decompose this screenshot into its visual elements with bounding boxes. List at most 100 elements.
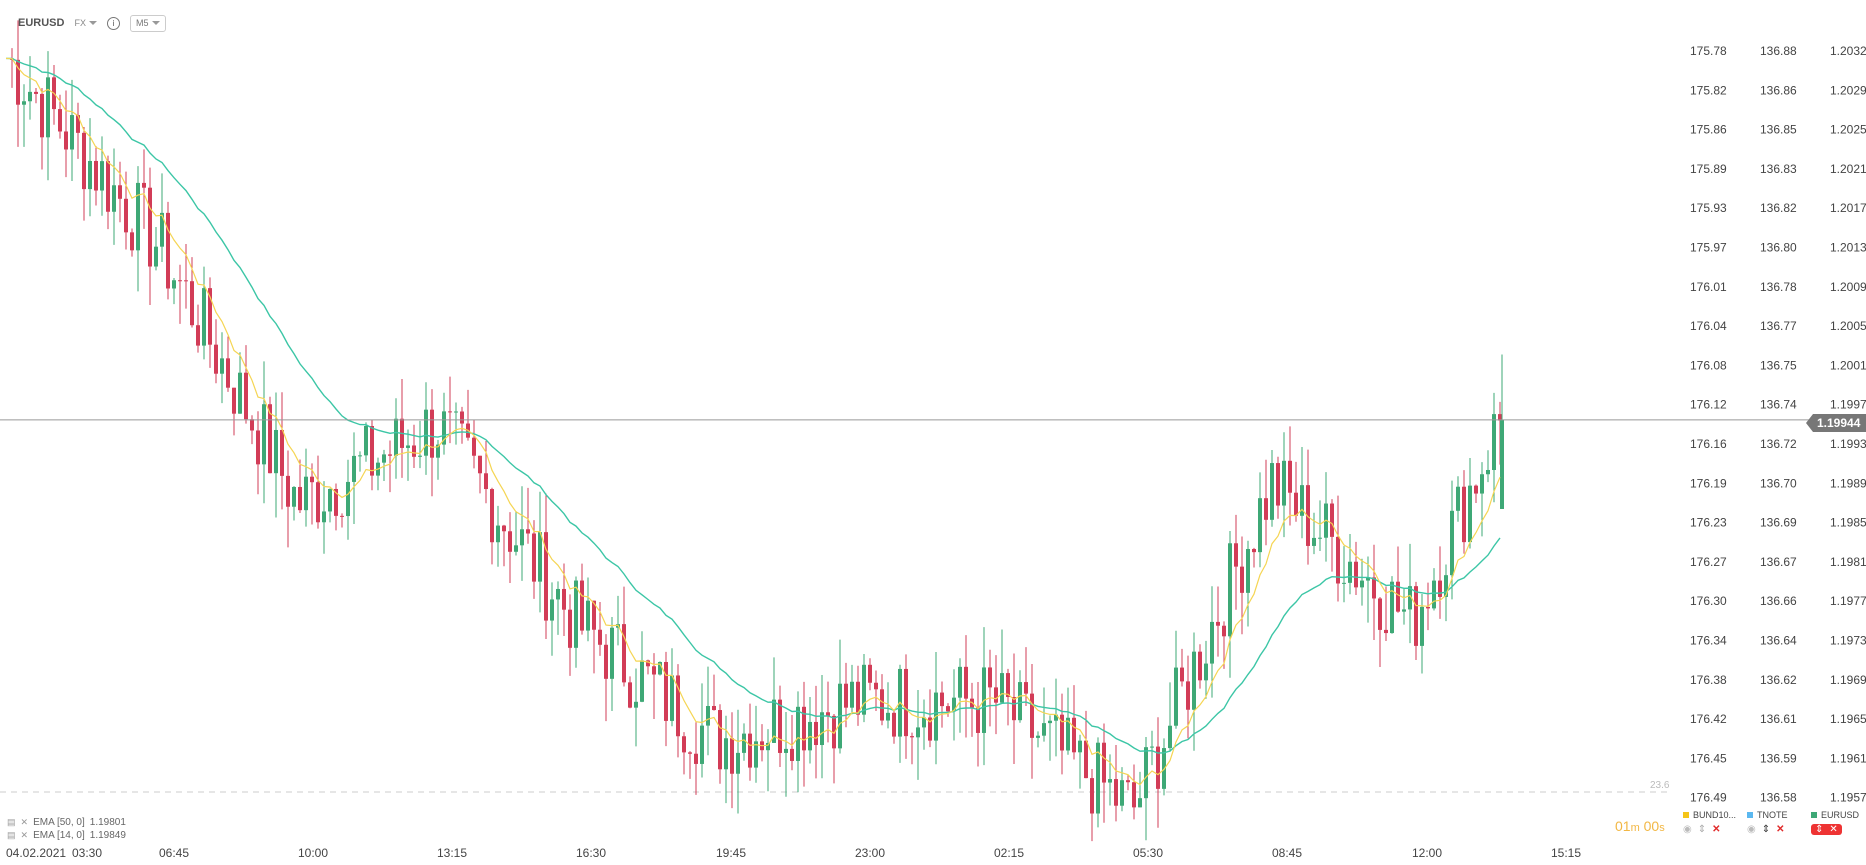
instrument-tabs: BUND10... ◉ ⇕ ✕ TNOTE ◉ ⇕ ✕ EURUSD ⇕ ✕ [1683,810,1866,835]
candle-body [352,455,356,482]
active-instrument-controls[interactable]: ⇕ ✕ [1811,824,1842,835]
candle-body [994,687,998,703]
price-axis-tick: 136.85 [1760,123,1797,137]
candle-body [412,445,416,457]
timer-seconds: 00 [1643,818,1660,834]
instrument-tab-eurusd[interactable]: EURUSD ⇕ ✕ [1811,810,1866,835]
reorder-icon[interactable]: ⇕ [1697,824,1707,835]
candle-body [46,77,50,138]
candle-body [394,418,398,456]
instrument-tab-tnote[interactable]: TNOTE ◉ ⇕ ✕ [1747,810,1805,835]
close-icon[interactable]: ✕ [1829,824,1838,835]
candle-body [880,689,884,721]
time-axis-tick: 10:00 [298,846,328,860]
candle-body [436,444,440,458]
price-axis-tick: 136.69 [1760,516,1797,530]
candle-body [1282,460,1286,506]
candle-body [142,182,146,188]
candle-body [1174,667,1178,726]
candle-body [202,288,206,346]
settings-icon[interactable]: ▤ [7,830,16,840]
candle-body [580,580,584,631]
market-label: FX [74,18,86,28]
price-axis-tick: 136.59 [1760,751,1797,765]
candle-body [1192,651,1196,710]
close-icon[interactable]: ✕ [1776,824,1785,835]
candle-body [1438,580,1442,597]
candle-body [712,705,716,711]
candle-body [238,372,242,414]
price-axis-tick: 1.20250 [1830,123,1866,137]
time-axis-tick: 15:15 [1551,846,1581,860]
candle-body [226,358,230,388]
close-icon[interactable]: ✕ [20,830,29,840]
price-axis-tick: 175.89 [1690,162,1727,176]
candle-body [520,529,524,546]
candle-body [1276,463,1280,506]
candle-body [526,529,530,534]
reorder-icon[interactable]: ⇕ [1761,824,1771,835]
reorder-icon[interactable]: ⇕ [1815,824,1824,835]
candle-body [748,733,752,768]
candle-body [568,609,572,648]
candle-body [1216,621,1220,626]
symbol-label[interactable]: EURUSD [18,17,65,29]
indicator-row-ema50[interactable]: ▤ ✕ EMA [50, 0] 1.19801 [7,816,126,829]
time-axis-tick: 12:00 [1412,846,1442,860]
candle-body [1456,486,1460,511]
instrument-tab-bund[interactable]: BUND10... ◉ ⇕ ✕ [1683,810,1741,835]
candle-body [1084,740,1088,779]
price-axis-tick: 1.19619 [1830,751,1866,765]
candle-body [1336,536,1340,584]
candle-body [1198,651,1202,681]
eye-icon[interactable]: ◉ [1683,824,1692,835]
settings-icon[interactable]: ▤ [7,817,16,827]
candle-body [1072,717,1076,753]
candle-body [1108,779,1112,783]
close-icon[interactable]: ✕ [1712,824,1721,835]
price-axis-tick: 136.86 [1760,83,1797,97]
instrument-name: BUND10... [1693,810,1737,820]
candle-body [688,752,692,754]
timeframe-select[interactable]: M5 [129,14,167,32]
candle-body [1204,663,1208,681]
indicator-row-ema14[interactable]: ▤ ✕ EMA [14, 0] 1.19849 [7,829,126,842]
price-axis-tick: 136.80 [1760,241,1797,255]
candle-body [1144,747,1148,799]
candle-body [1342,582,1346,584]
candle-body [484,473,488,490]
candle-body [1270,463,1274,520]
candle-body [70,115,74,150]
candle-body [946,706,950,712]
close-icon[interactable]: ✕ [20,817,29,827]
candle-body [1054,714,1058,721]
candle-body [742,733,746,753]
time-axis-tick: 08:45 [1272,846,1302,860]
chart-header: EURUSD FX i M5 [18,14,167,32]
candle-body [532,533,536,582]
color-swatch [1683,812,1689,818]
info-icon[interactable]: i [106,16,120,30]
candle-body [334,488,338,516]
candle-body [1306,485,1310,546]
market-dropdown[interactable]: FX [74,18,97,28]
candle-body [184,280,188,282]
candle-body [118,185,122,199]
candle-body [928,717,932,741]
candle-body [1240,566,1244,593]
candle-body [154,246,158,267]
price-axis-tick: 1.20290 [1830,83,1866,97]
candle-body [586,600,590,631]
candle-body [298,486,302,511]
price-axis-tick: 1.20092 [1830,280,1866,294]
candle-body [172,280,176,289]
candle-body [34,91,38,94]
time-axis-tick: 06:45 [159,846,189,860]
eye-icon[interactable]: ◉ [1747,824,1756,835]
candle-body [754,741,758,768]
candle-body [1318,537,1322,539]
candle-body [544,532,548,621]
